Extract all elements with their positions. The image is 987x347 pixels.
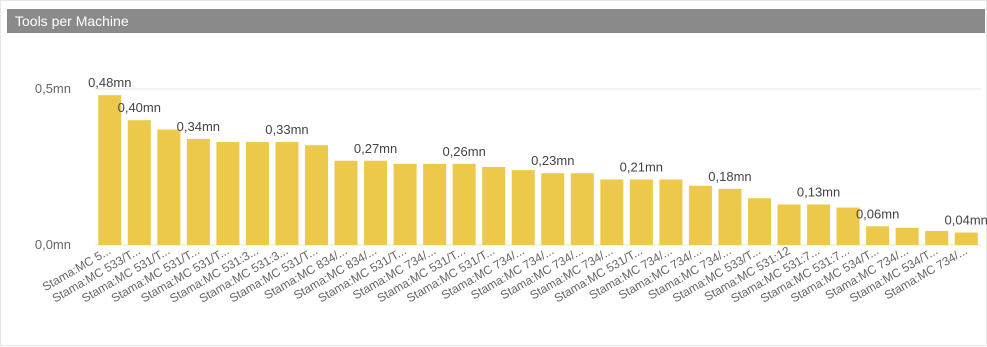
data-label: 0,27mn <box>354 141 397 156</box>
gridlines <box>95 88 981 246</box>
bar[interactable] <box>925 230 949 245</box>
y-axis-ticks: 0,5mn 0,0mn <box>35 81 71 252</box>
bar[interactable] <box>688 185 712 245</box>
data-label: 0,34mn <box>177 119 220 134</box>
bar[interactable] <box>836 207 860 245</box>
bar[interactable] <box>629 179 653 245</box>
bar[interactable] <box>245 142 269 245</box>
bar[interactable] <box>482 167 506 245</box>
bar[interactable] <box>157 129 181 245</box>
x-axis-labels: Stama:MC 5...Stama:MC 533/T...Stama:MC 5… <box>40 243 970 305</box>
bar[interactable] <box>511 170 535 245</box>
bar[interactable] <box>334 160 358 245</box>
data-label: 0,13mn <box>797 184 840 199</box>
data-label: 0,04mn <box>945 213 987 228</box>
bar[interactable] <box>570 173 594 245</box>
bar[interactable] <box>600 179 624 245</box>
data-label: 0,26mn <box>442 144 485 159</box>
chart-title: Tools per Machine <box>15 13 129 29</box>
bar[interactable] <box>777 204 801 245</box>
bar[interactable] <box>718 188 742 245</box>
bar[interactable] <box>364 160 388 245</box>
bar[interactable] <box>954 232 978 245</box>
data-label: 0,23mn <box>531 153 574 168</box>
bar[interactable] <box>895 227 919 245</box>
bar[interactable] <box>423 163 447 245</box>
bar[interactable] <box>747 198 772 245</box>
bar[interactable] <box>659 179 683 245</box>
bars <box>98 95 978 246</box>
data-label: 0,21mn <box>620 159 663 174</box>
y-tick-label: 0,5mn <box>35 81 71 96</box>
data-label: 0,33mn <box>265 122 308 137</box>
bar[interactable] <box>866 226 890 245</box>
data-labels: 0,48mn 0,40mn 0,34mn 0,33mn 0,27mn 0,26mn 0,23… <box>88 75 987 227</box>
bar[interactable] <box>186 138 210 245</box>
bar[interactable] <box>98 95 122 246</box>
bar[interactable] <box>393 163 417 245</box>
bar[interactable] <box>275 142 299 245</box>
bar[interactable] <box>541 173 565 245</box>
bar[interactable] <box>452 163 476 245</box>
data-label: 0,18mn <box>708 169 751 184</box>
bar[interactable] <box>807 204 831 245</box>
bar[interactable] <box>304 145 329 245</box>
bar[interactable] <box>216 142 240 245</box>
bar[interactable] <box>127 120 151 245</box>
y-tick-label: 0,0mn <box>35 237 71 252</box>
chart-title-bar: Tools per Machine <box>7 9 985 33</box>
data-label: 0,40mn <box>118 100 161 115</box>
data-label: 0,48mn <box>88 75 131 90</box>
data-label: 0,06mn <box>856 206 899 221</box>
